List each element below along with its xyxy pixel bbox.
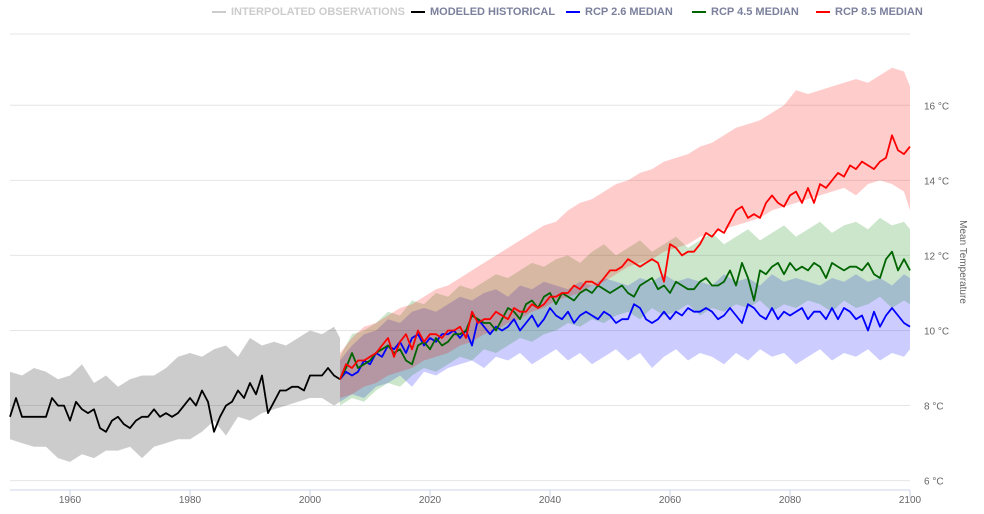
median-line-0[interactable] [9, 367, 341, 433]
legend-item-rcp45[interactable]: RCP 4.5 MEDIAN [692, 6, 799, 18]
gridlines [10, 33, 910, 482]
legend-item-rcp26[interactable]: RCP 2.6 MEDIAN [566, 6, 673, 18]
x-tick-label: 2060 [659, 495, 682, 506]
legend-label: RCP 8.5 MEDIAN [835, 6, 923, 18]
y-tick-label: 8 °C [924, 402, 944, 413]
x-tick-label: 2040 [539, 495, 562, 506]
y-axis: Mean Temperature 6 °C 8 °C 10 °C 12 °C 14 °C… [924, 101, 968, 487]
x-tick-label: 2000 [299, 495, 322, 506]
legend-item-rcp85[interactable]: RCP 8.5 MEDIAN [816, 6, 923, 18]
legend-swatch [411, 11, 425, 13]
range-band-1 [340, 274, 910, 402]
x-tick-label: 2080 [779, 495, 802, 506]
legend-label: INTERPOLATED OBSERVATIONS [231, 6, 405, 18]
y-tick-label: 12 °C [924, 251, 949, 262]
y-tick-label: 16 °C [924, 101, 949, 112]
legend-label: RCP 4.5 MEDIAN [711, 6, 799, 18]
chart-legend: INTERPOLATED OBSERVATIONS MODELED HISTOR… [0, 6, 984, 24]
y-axis-title: Mean Temperature [957, 220, 968, 304]
legend-item-modeled-historical[interactable]: MODELED HISTORICAL [411, 6, 555, 18]
range-band-0 [10, 326, 340, 462]
x-tick-label: 1960 [59, 495, 82, 506]
x-tick-label: 2020 [419, 495, 442, 506]
legend-swatch [816, 11, 830, 13]
range-band-2 [340, 217, 910, 406]
median-line-3[interactable] [339, 134, 911, 380]
y-tick-label: 10 °C [924, 326, 949, 337]
legend-swatch [212, 11, 226, 13]
median-line-2[interactable] [339, 250, 911, 380]
range-band-3 [340, 67, 910, 399]
legend-swatch [692, 11, 706, 13]
median-lines [9, 134, 911, 433]
y-tick-label: 14 °C [924, 176, 949, 187]
range-bands [10, 67, 910, 462]
legend-item-interpolated-observations[interactable]: INTERPOLATED OBSERVATIONS [212, 6, 405, 18]
legend-swatch [566, 11, 580, 13]
y-tick-label: 6 °C [924, 477, 944, 488]
legend-label: MODELED HISTORICAL [430, 6, 556, 18]
x-tick-label: 2100 [899, 495, 922, 506]
x-tick-label: 1980 [179, 495, 202, 506]
legend-label: RCP 2.6 MEDIAN [585, 6, 673, 18]
x-axis: 1960 1980 2000 2020 2040 2060 2080 2100 [10, 489, 922, 506]
